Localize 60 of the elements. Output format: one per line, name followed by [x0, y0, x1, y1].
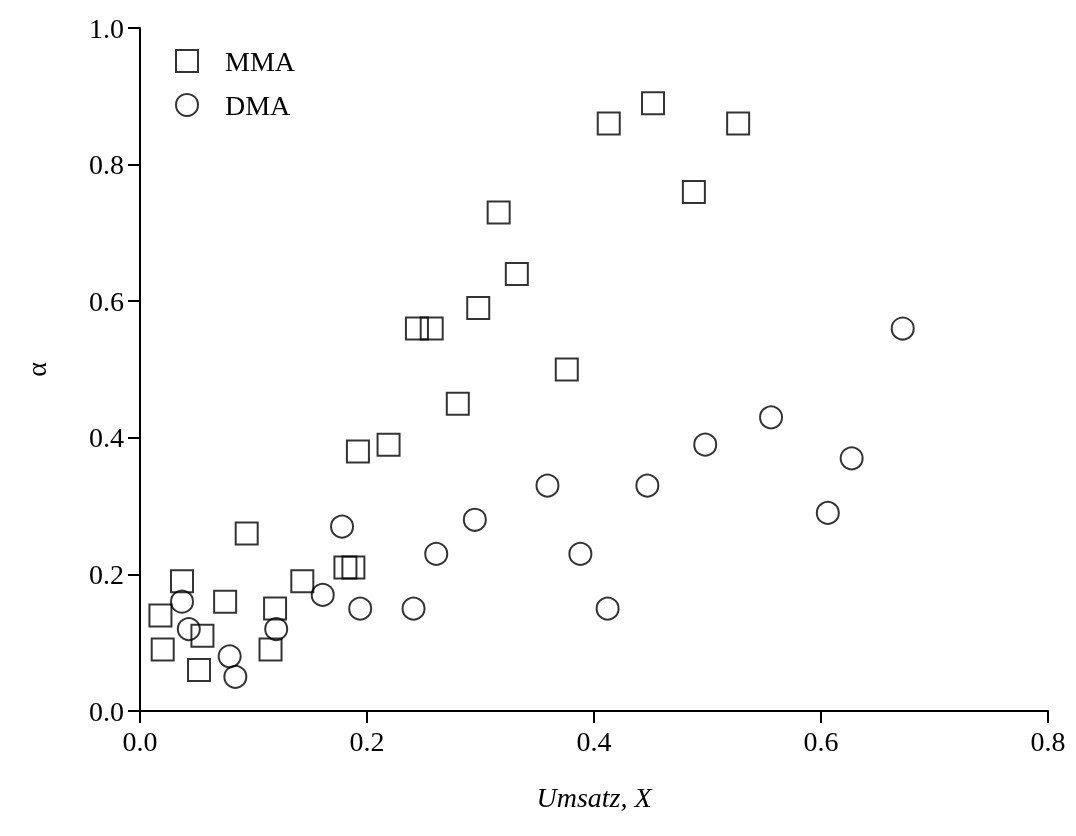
x-tick-label: 0.0: [122, 725, 158, 757]
point: [404, 316, 429, 341]
point: [641, 91, 666, 116]
point: [535, 473, 560, 498]
point: [263, 596, 288, 621]
point: [169, 569, 194, 594]
point: [176, 617, 201, 642]
point: [190, 623, 215, 648]
point: [258, 637, 283, 662]
point: [462, 507, 487, 532]
y-tick-label: 1.0: [89, 12, 124, 44]
y-tick-label: 0.2: [89, 558, 124, 590]
point: [345, 439, 370, 464]
point: [330, 514, 355, 539]
point: [554, 357, 579, 382]
x-tick-label: 0.4: [576, 725, 612, 757]
x-tick-label: 0.2: [349, 725, 385, 757]
point: [264, 617, 289, 642]
point: [333, 555, 358, 580]
point: [217, 644, 242, 669]
point: [150, 637, 175, 662]
point: [504, 261, 529, 286]
point: [693, 432, 718, 457]
point: [424, 541, 449, 566]
point: [726, 111, 751, 136]
point: [815, 500, 840, 525]
y-tick-label: 0.4: [89, 422, 124, 454]
x-tick-label: 0.8: [1030, 725, 1066, 757]
legend-label: DMA: [225, 89, 292, 121]
point: [466, 296, 491, 321]
point: [223, 664, 248, 689]
point: [401, 596, 426, 621]
point: [419, 316, 444, 341]
point: [839, 446, 864, 471]
point: [445, 391, 470, 416]
point: [187, 658, 212, 683]
point: [681, 179, 706, 204]
legend-label: MMA: [225, 45, 296, 77]
point: [148, 603, 173, 628]
point: [213, 589, 238, 614]
point: [486, 200, 511, 225]
point: [170, 589, 194, 614]
point: [376, 432, 401, 457]
point: [341, 555, 366, 580]
point: [596, 111, 621, 136]
point: [635, 473, 660, 498]
x-axis-title: Umsatz, X: [536, 781, 653, 813]
y-tick-label: 0.0: [89, 695, 124, 727]
point: [234, 521, 259, 546]
y-axis-title: α: [20, 361, 52, 377]
x-tick-label: 0.6: [803, 725, 839, 757]
y-tick-label: 0.6: [89, 285, 124, 317]
point: [290, 569, 315, 594]
point: [310, 582, 335, 607]
point: [595, 596, 620, 621]
point: [568, 541, 593, 566]
point: [759, 405, 784, 430]
point: [348, 596, 373, 621]
point: [890, 316, 915, 341]
y-tick-label: 0.8: [89, 149, 124, 181]
